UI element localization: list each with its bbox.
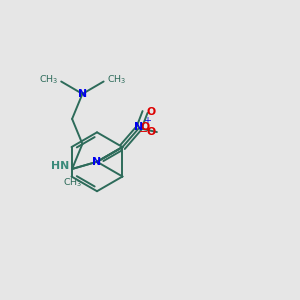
Text: HN: HN [51,161,69,171]
Text: −: − [139,127,148,137]
Text: N: N [78,89,87,99]
Text: CH$_3$: CH$_3$ [106,74,126,86]
Text: N: N [134,122,143,132]
Text: O: O [140,122,149,133]
Text: +: + [144,116,152,125]
Text: O: O [146,107,155,117]
Text: CH$_3$: CH$_3$ [63,177,83,190]
Text: O: O [146,127,156,137]
Text: N: N [92,157,102,167]
Text: CH$_3$: CH$_3$ [39,74,58,86]
